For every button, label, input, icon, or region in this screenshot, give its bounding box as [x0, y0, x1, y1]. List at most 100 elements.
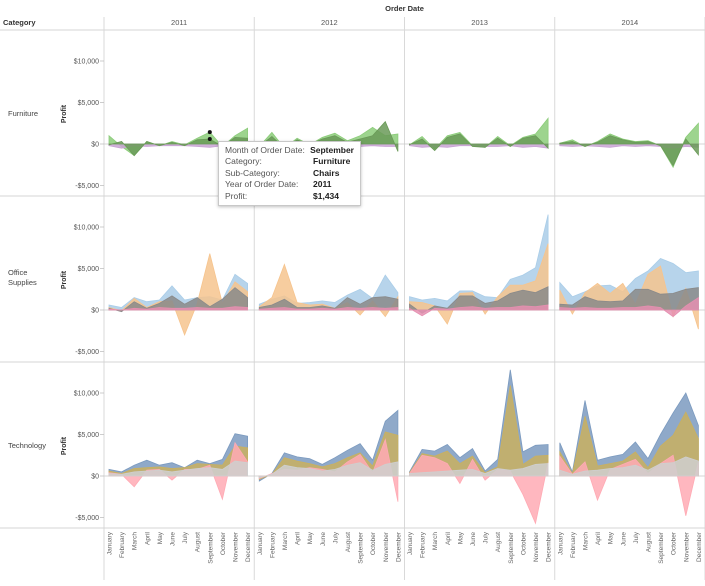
month-label: August [195, 532, 202, 552]
category-label-0: Furniture [8, 109, 38, 118]
tooltip-value: Furniture [313, 156, 351, 167]
month-label: September [358, 531, 365, 564]
month-label: December [696, 531, 703, 562]
y-tick-label: -$5,000 [75, 349, 99, 356]
month-label: November [233, 531, 240, 562]
month-label: January [407, 531, 414, 555]
area-2-3-1 [258, 461, 399, 479]
month-label: May [457, 531, 464, 544]
month-label: May [608, 531, 615, 544]
area-0-2-2 [409, 133, 549, 152]
month-label: July [633, 531, 640, 543]
category-label-1-cont: Supplies [8, 278, 37, 287]
month-label: April [144, 531, 151, 545]
month-label: July [182, 531, 189, 543]
month-label: October [520, 531, 527, 555]
month-label: April [595, 531, 602, 545]
month-label: December [245, 531, 252, 562]
area-2-3-3 [559, 456, 699, 477]
month-label: September [658, 531, 665, 564]
area-1-2-1 [258, 296, 399, 311]
month-label: July [483, 531, 490, 543]
month-label: April [445, 531, 452, 545]
y-tick-label: -$5,000 [75, 183, 99, 190]
highlight-point-1 [207, 137, 212, 142]
area-2-1-2 [409, 385, 549, 477]
category-header: Category [3, 18, 36, 27]
month-label: October [220, 531, 227, 555]
y-axis-title: Profit [61, 104, 68, 123]
month-label: September [508, 531, 515, 564]
month-label: August [345, 532, 352, 552]
month-label: January [107, 531, 114, 555]
month-label: March [282, 532, 289, 550]
month-label: June [170, 532, 177, 546]
month-label: February [269, 531, 276, 558]
y-tick-label: -$5,000 [75, 515, 99, 522]
area-0-2-0 [108, 136, 248, 157]
month-label: December [395, 531, 402, 562]
area-1-3-1 [258, 307, 399, 311]
month-label: November [683, 531, 690, 562]
y-tick-label: $10,000 [74, 59, 99, 66]
year-header-2014: 2014 [622, 18, 639, 27]
y-tick-label: $10,000 [74, 391, 99, 398]
tooltip-row-profit: Profit: $1,434 [225, 191, 354, 202]
order-date-header: Order Date [385, 4, 424, 13]
month-label: October [370, 531, 377, 555]
month-label: March [432, 532, 439, 550]
area-0-2-1 [258, 120, 399, 152]
month-label: May [157, 531, 164, 544]
y-tick-label: $0 [91, 308, 99, 315]
year-header-2012: 2012 [321, 18, 338, 27]
area-1-1-2 [409, 243, 549, 325]
month-label: May [307, 531, 314, 544]
tooltip-label: Month of Order Date: [225, 145, 305, 155]
y-tick-label: $5,000 [78, 100, 100, 107]
area-2-2-0 [108, 441, 248, 501]
month-label: November [383, 531, 390, 562]
area-0-2-3 [559, 135, 699, 167]
month-label: February [570, 531, 577, 558]
month-label: August [495, 532, 502, 552]
month-label: September [207, 531, 214, 564]
area-1-2-3 [559, 287, 699, 311]
month-label: November [533, 531, 540, 562]
tooltip-label: Sub-Category: [225, 167, 280, 178]
y-tick-label: $5,000 [78, 432, 100, 439]
area-1-2-0 [108, 287, 248, 313]
area-1-3-0 [108, 306, 248, 311]
month-label: April [295, 531, 302, 545]
tooltip-row-year: Year of Order Date: 2011 [225, 179, 354, 190]
tooltip-value: 2011 [313, 179, 332, 190]
y-tick-label: $0 [91, 474, 99, 481]
month-label: January [257, 531, 264, 555]
month-label: June [320, 532, 327, 546]
tooltip-label: Year of Order Date: [225, 179, 299, 190]
y-tick-label: $0 [91, 142, 99, 149]
month-label: June [470, 532, 477, 546]
month-label: March [583, 532, 590, 550]
month-label: December [546, 531, 553, 562]
tooltip-row-subcategory: Sub-Category: Chairs [225, 168, 354, 179]
area-2-3-0 [108, 460, 248, 477]
category-label-2: Technology [8, 441, 46, 450]
month-label: February [420, 531, 427, 558]
month-label: February [119, 531, 126, 558]
tooltip-value: $1,434 [313, 190, 339, 201]
year-header-2013: 2013 [471, 18, 488, 27]
area-2-3-2 [409, 463, 549, 477]
month-label: June [620, 532, 627, 546]
tooltip-row-month: Month of Order Date: September [225, 145, 354, 156]
tooltip-value: September [310, 145, 354, 155]
month-label: January [557, 531, 564, 555]
month-label: March [132, 532, 139, 550]
tooltip-value: Chairs [313, 167, 340, 178]
highlight-point-0 [207, 130, 212, 135]
y-axis-title: Profit [61, 270, 68, 289]
month-label: October [671, 531, 678, 555]
month-label: August [646, 532, 653, 552]
tooltip-label: Profit: [225, 190, 248, 201]
y-tick-label: $5,000 [78, 266, 100, 273]
